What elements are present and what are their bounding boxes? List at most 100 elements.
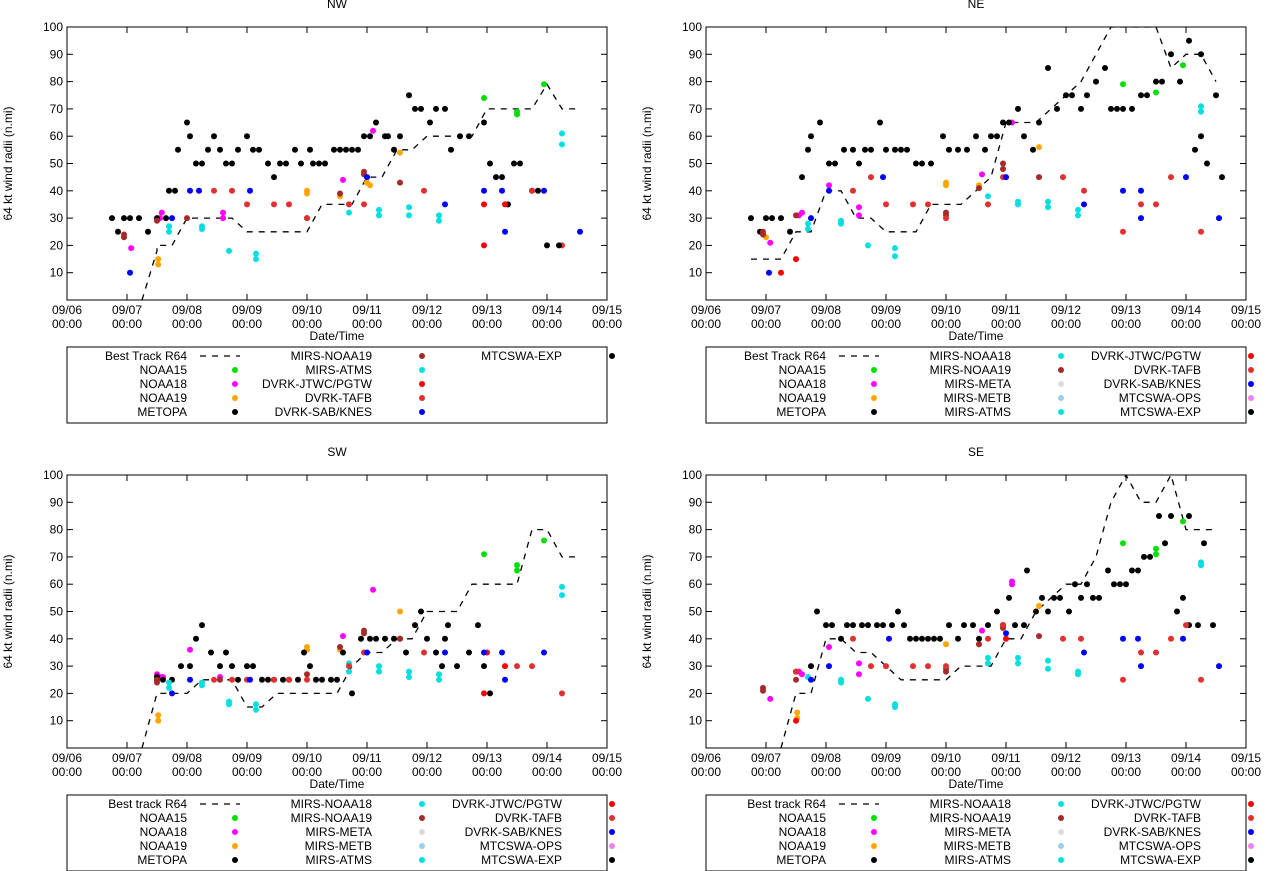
data-point [376,663,382,670]
data-point [436,671,442,678]
data-point [823,622,829,629]
x-tick-label: 09/13 00:00 [1111,751,1141,779]
data-point [184,119,190,126]
data-point [187,663,193,670]
data-point [1180,518,1186,525]
data-point [229,160,235,167]
y-tick-label: 90 [689,47,703,61]
x-tick-label: 09/06 00:00 [52,751,82,779]
data-point [985,201,991,208]
x-tick-time: 00:00 [1231,317,1261,331]
series-mirs-atms [805,559,1204,710]
data-point [382,635,388,642]
y-tick-label: 30 [50,211,64,225]
data-point [1045,665,1051,672]
series-mirs-noaa19 [154,627,403,686]
data-point [541,649,547,656]
data-point [838,679,844,686]
data-point [502,228,508,235]
series-mirs-atms [166,130,565,263]
x-tick-date: 09/11 [352,303,381,317]
data-point [1201,540,1207,547]
series-noaa15 [1120,62,1186,96]
data-point [943,641,949,648]
data-point [160,676,166,683]
data-point [868,174,874,181]
data-point [481,690,487,697]
data-point [229,676,235,683]
series-dvrk-jtwc-pgtw [793,635,1009,724]
data-point [559,141,565,148]
data-point [502,201,508,208]
data-point [145,228,151,235]
x-tick-date: 09/12 [1051,751,1081,765]
data-point [889,622,895,629]
y-tick-label: 80 [689,523,703,537]
data-point [544,242,550,249]
legend-label: NOAA19 [779,839,827,853]
legend-label: NOAA19 [140,839,188,853]
data-point [337,190,343,197]
data-point [448,146,454,153]
data-point [1162,540,1168,547]
legend-label: MIRS-NOAA18 [930,797,1012,811]
data-point [1006,594,1012,601]
data-point [826,160,832,167]
data-point [535,187,541,194]
data-point [1138,201,1144,208]
data-point [805,146,811,153]
x-tick-time: 00:00 [532,317,562,331]
x-tick-time: 00:00 [1171,765,1201,779]
x-tick-date: 09/09 [871,751,901,765]
legend-marker [871,381,877,387]
x-tick-time: 00:00 [691,317,721,331]
x-tick-date: 09/12 [1051,303,1081,317]
data-point [1078,635,1084,642]
legend-label: NOAA18 [779,377,827,391]
legend-label: DVRK-JTWC/PGTW [1091,797,1202,811]
x-tick-time: 00:00 [52,765,82,779]
data-point [235,146,241,153]
y-tick-label: 100 [682,468,702,482]
legend-label: DVRK-SAB/KNES [1104,377,1201,391]
data-point [313,676,319,683]
x-tick-label: 09/09 00:00 [232,303,262,331]
legend-label: MIRS-ATMS [945,405,1011,419]
series-dvrk-sab-knes [169,649,547,697]
legend-marker [232,381,238,387]
legend-marker [1248,857,1254,863]
x-tick-label: 09/10 00:00 [292,751,322,779]
x-tick-time: 00:00 [991,765,1021,779]
data-point [1033,608,1039,615]
data-point [412,622,418,629]
y-tick-label: 20 [50,686,64,700]
data-point [1186,37,1192,44]
data-point [511,160,517,167]
legend-label: MIRS-ATMS [306,853,372,867]
data-point [1153,551,1159,558]
data-point [271,174,277,181]
data-point [793,717,799,724]
data-point [193,160,199,167]
data-point [1003,630,1009,637]
data-point [406,668,412,675]
data-point [1144,92,1150,99]
data-point [481,649,487,656]
data-point [211,187,217,194]
x-tick-time: 00:00 [592,317,622,331]
x-tick-label: 09/15 00:00 [1231,751,1261,779]
data-point [349,690,355,697]
data-point [1114,105,1120,112]
data-point [748,215,754,222]
series-dvrk-tafb [211,649,565,697]
data-point [436,676,442,683]
data-point [220,215,226,222]
data-point [1066,608,1072,615]
legend-label: NOAA15 [140,811,188,825]
legend-marker [232,815,238,821]
data-point [880,174,886,181]
data-point [880,622,886,629]
data-point [1105,567,1111,574]
x-tick-date: 09/06 [691,303,721,317]
x-tick-time: 00:00 [871,317,901,331]
